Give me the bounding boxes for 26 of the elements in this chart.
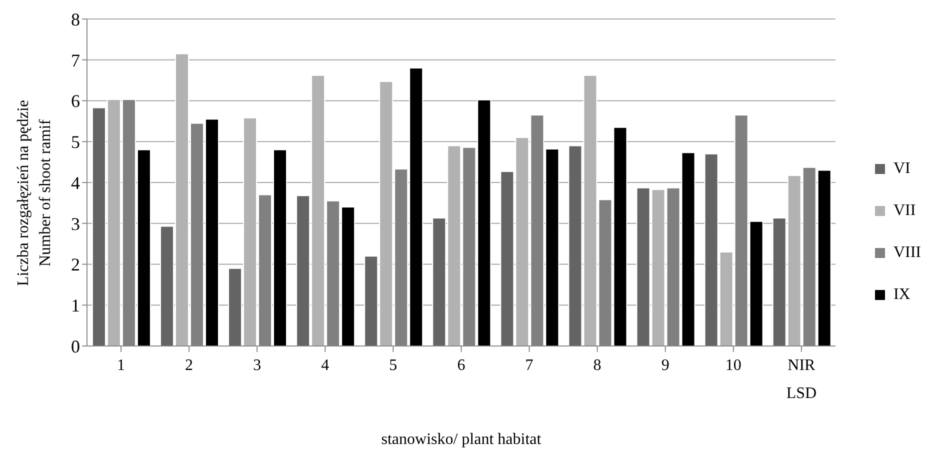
x-tick-label: 3	[253, 357, 262, 374]
y-tick-label: 5	[71, 132, 80, 152]
x-tick-label: 9	[661, 357, 670, 374]
x-tick-label: 4	[321, 357, 330, 374]
x-tick-label: 6	[457, 357, 466, 374]
legend-label: VII	[893, 202, 916, 220]
x-tick-label: 8	[593, 357, 602, 374]
legend-label: VI	[893, 160, 910, 178]
y-tick-label: 3	[71, 214, 80, 234]
y-tick-label: 2	[71, 254, 80, 275]
x-tick-label: 10	[725, 357, 742, 374]
x-tick-label: 7	[525, 357, 534, 374]
x-tick-label: 2	[185, 357, 194, 374]
y-tick-label: 8	[71, 9, 80, 30]
x-tick-label: NIR LSD	[786, 357, 817, 402]
y-tick-label: 0	[71, 336, 80, 356]
x-axis-title: stanowisko/ plant habitat	[381, 431, 542, 448]
y-tick-label: 6	[71, 91, 80, 112]
y-tick-label: 7	[71, 50, 80, 70]
y-tick-label: 4	[71, 172, 80, 193]
legend-label: IX	[893, 286, 910, 304]
x-tick-label: 5	[389, 357, 398, 374]
legend-label: VIII	[893, 244, 921, 262]
y-axis-title: Liczba rozgałęzień na pędzie Number of shoot ramif	[15, 100, 54, 286]
y-tick-label: 1	[71, 296, 80, 316]
x-tick-label: 1	[117, 357, 126, 374]
